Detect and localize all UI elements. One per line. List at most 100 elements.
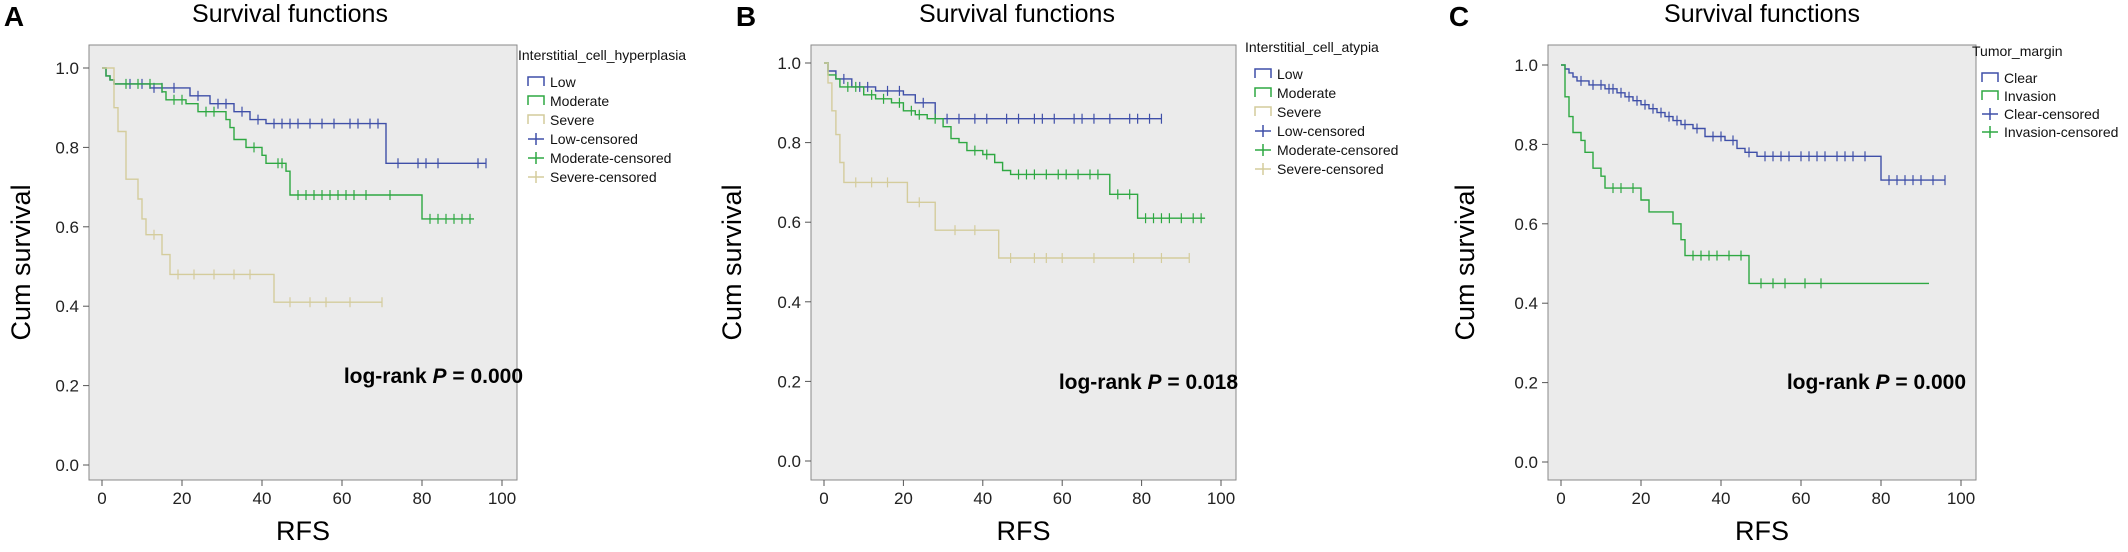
y-axis-label: Cum survival xyxy=(717,184,747,340)
x-tick-label: 40 xyxy=(973,489,992,508)
x-tick-label: 20 xyxy=(894,489,913,508)
y-axis-label: Cum survival xyxy=(1450,184,1480,340)
legend-entry: Clear-censored xyxy=(2004,106,2100,122)
legend-title: Interstitial_cell_hyperplasia xyxy=(518,47,686,63)
annotation-value: = 0.018 xyxy=(1162,371,1239,394)
legend-entry: Severe xyxy=(1277,104,1322,120)
legend-swatch xyxy=(1981,72,1999,82)
chart-title: Survival functions xyxy=(919,0,1115,28)
legend-entry: Severe-censored xyxy=(1277,161,1384,177)
legend-swatch xyxy=(1254,68,1272,78)
plot-area xyxy=(1547,44,1977,481)
x-tick-label: 100 xyxy=(1207,489,1235,508)
x-tick-label: 80 xyxy=(1132,489,1151,508)
x-tick-label: 60 xyxy=(333,489,352,508)
x-tick-label: 80 xyxy=(413,489,432,508)
legend: Tumor_margin Clear Invasion Clear-censored I… xyxy=(1972,43,2118,140)
legend-entry: Moderate-censored xyxy=(550,150,671,166)
x-tick-label: 0 xyxy=(1556,489,1565,508)
annotation-p: P xyxy=(1876,371,1891,394)
legend-entry: Low-censored xyxy=(550,131,638,147)
legend-entry: Low xyxy=(550,74,577,90)
y-tick-label: 0.6 xyxy=(1514,215,1538,234)
y-tick-label: 1.0 xyxy=(1514,56,1538,75)
annotation-value: = 0.000 xyxy=(1890,371,1966,394)
legend-swatch xyxy=(1254,87,1272,97)
annotation-p: P xyxy=(433,365,448,388)
legend-entry: Moderate xyxy=(1277,85,1336,101)
y-axis-label: Cum survival xyxy=(6,184,36,340)
legend-entry: Low xyxy=(1277,66,1304,82)
log-rank-annotation: log-rank P = 0.018 xyxy=(1059,371,1239,394)
y-tick-label: 0.0 xyxy=(777,452,801,471)
series-line-low xyxy=(824,62,1162,120)
log-rank-annotation: log-rank P = 0.000 xyxy=(1787,371,1966,394)
y-tick-label: 0.8 xyxy=(777,134,801,153)
series-line-moderate xyxy=(824,62,1206,219)
panel-letter: A xyxy=(4,1,24,32)
x-tick-label: 60 xyxy=(1053,489,1072,508)
y-tick-label: 0.2 xyxy=(55,377,79,396)
x-tick-label: 40 xyxy=(253,489,272,508)
chart-title: Survival functions xyxy=(1664,0,1860,28)
x-tick-label: 0 xyxy=(97,489,106,508)
legend-entry: Invasion xyxy=(2004,88,2056,104)
plot-area xyxy=(810,44,1237,481)
series-line-severe xyxy=(824,62,1190,259)
legend-swatch xyxy=(527,114,545,124)
y-tick-label: 1.0 xyxy=(55,59,79,78)
y-tick-label: 0.4 xyxy=(1514,294,1538,313)
legend-entry: Severe-censored xyxy=(550,169,657,185)
panel-b: B Survival functions 0.0 0.2 0.4 0.6 0.8 1.0 0 20… xyxy=(717,0,1398,546)
annotation-prefix: log-rank xyxy=(1059,371,1148,394)
y-tick-label: 0.0 xyxy=(1514,453,1538,472)
legend: Interstitial_cell_atypia Low Moderate Sever… xyxy=(1245,39,1398,177)
y-tick-label: 0.6 xyxy=(777,213,801,232)
x-tick-label: 100 xyxy=(488,489,516,508)
legend-entry: Invasion-censored xyxy=(2004,124,2118,140)
legend-swatch xyxy=(527,95,545,105)
x-tick-label: 100 xyxy=(1947,489,1975,508)
y-tick-label: 1.0 xyxy=(777,54,801,73)
legend-entry: Moderate xyxy=(550,93,609,109)
x-axis-label: RFS xyxy=(997,516,1051,546)
annotation-prefix: log-rank xyxy=(1787,371,1876,394)
x-tick-label: 40 xyxy=(1712,489,1731,508)
legend: Interstitial_cell_hyperplasia Low Moderate… xyxy=(518,47,686,185)
panel-letter: B xyxy=(736,1,756,32)
y-tick-label: 0.6 xyxy=(55,218,79,237)
y-tick-label: 0.2 xyxy=(777,372,801,391)
y-tick-label: 0.2 xyxy=(1514,374,1538,393)
x-tick-label: 20 xyxy=(173,489,192,508)
legend-entry: Moderate-censored xyxy=(1277,142,1398,158)
panel-letter: C xyxy=(1449,1,1469,32)
legend-entry: Clear xyxy=(2004,70,2038,86)
legend-swatch xyxy=(1254,106,1272,116)
chart-title: Survival functions xyxy=(192,0,388,28)
panel-a: A Survival functions 0.0 0.2 0.4 0.6 0.8 1.0 0 20… xyxy=(4,0,686,546)
y-tick-label: 0.0 xyxy=(55,456,79,475)
x-tick-label: 60 xyxy=(1792,489,1811,508)
x-axis-label: RFS xyxy=(276,516,330,546)
legend-swatch xyxy=(527,76,545,86)
legend-title: Tumor_margin xyxy=(1972,43,2063,59)
annotation-p: P xyxy=(1148,371,1163,394)
y-tick-label: 0.4 xyxy=(777,293,801,312)
x-tick-label: 80 xyxy=(1872,489,1891,508)
y-tick-label: 0.4 xyxy=(55,297,79,316)
annotation-value: = 0.000 xyxy=(447,365,523,388)
plot-area xyxy=(88,44,518,481)
series-line-invasion xyxy=(1561,64,1929,285)
x-axis-label: RFS xyxy=(1735,516,1789,546)
annotation-prefix: log-rank xyxy=(344,365,433,388)
legend-title: Interstitial_cell_atypia xyxy=(1245,39,1379,55)
panel-c: C Survival functions 0.0 0.2 0.4 0.6 0.8 1.0 0 20… xyxy=(1449,0,2119,546)
series-line-severe xyxy=(102,67,382,303)
y-tick-label: 0.8 xyxy=(1514,135,1538,154)
legend-entry: Severe xyxy=(550,112,595,128)
x-tick-label: 0 xyxy=(819,489,828,508)
legend-entry: Low-censored xyxy=(1277,123,1365,139)
legend-swatch xyxy=(1981,90,1999,100)
x-tick-label: 20 xyxy=(1632,489,1651,508)
